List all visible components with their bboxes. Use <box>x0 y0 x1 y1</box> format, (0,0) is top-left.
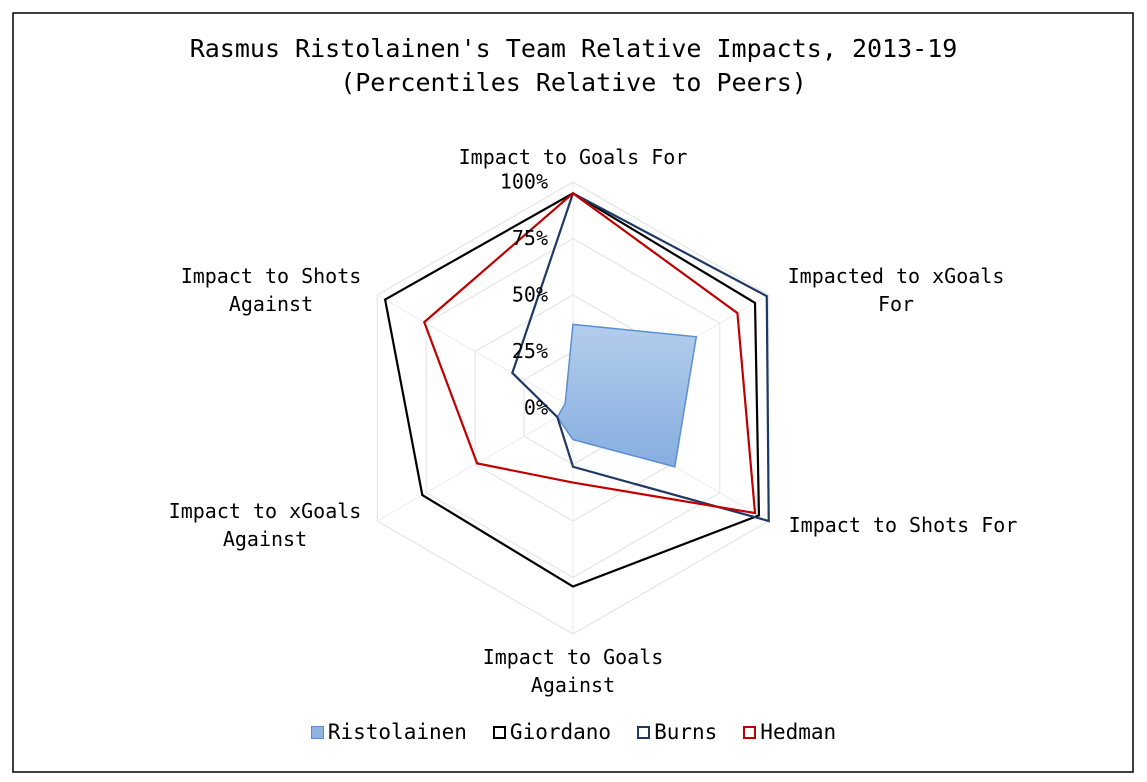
legend-item: Hedman <box>743 720 836 744</box>
chart-subtitle: (Percentiles Relative to Peers) <box>340 68 807 97</box>
legend-item: Giordano <box>492 720 612 744</box>
legend-label: Ristolainen <box>327 720 467 744</box>
title-block: Rasmus Ristolainen's Team Relative Impac… <box>0 32 1147 100</box>
r-tick-label: 0% <box>524 396 548 420</box>
r-tick-label: 75% <box>512 226 548 250</box>
axis-label: Impact to Goals Against <box>482 645 664 697</box>
legend-swatch <box>492 725 506 739</box>
axis-label: Impact to Shots Against <box>180 264 362 316</box>
spoke <box>377 407 574 522</box>
axis-label: Impact to Goals For <box>458 145 688 169</box>
axis-label: Impacted to xGoals For <box>787 264 1005 316</box>
chart-title: Rasmus Ristolainen's Team Relative Impac… <box>189 34 958 63</box>
legend-label: Hedman <box>760 720 837 744</box>
r-tick-label: 25% <box>512 339 548 363</box>
legend-label: Giordano <box>509 720 612 744</box>
legend-swatch <box>310 725 324 739</box>
axis-label: Impact to Shots For <box>788 513 1018 537</box>
legend: Ristolainen Giordano Burns Hedman <box>0 720 1147 744</box>
series-polygon <box>383 192 761 588</box>
spoke <box>377 294 574 409</box>
legend-swatch <box>637 725 651 739</box>
legend-item: Ristolainen <box>310 720 467 744</box>
axis-label: Impact to xGoals Against <box>168 499 362 551</box>
r-tick-label: 50% <box>512 283 548 307</box>
series-polygon <box>511 191 770 523</box>
legend-item: Burns <box>637 720 717 744</box>
r-tick-label: 100% <box>500 170 548 194</box>
series-polygon <box>422 191 757 515</box>
series-polygon <box>556 323 698 468</box>
legend-swatch <box>743 725 757 739</box>
legend-label: Burns <box>654 720 718 744</box>
